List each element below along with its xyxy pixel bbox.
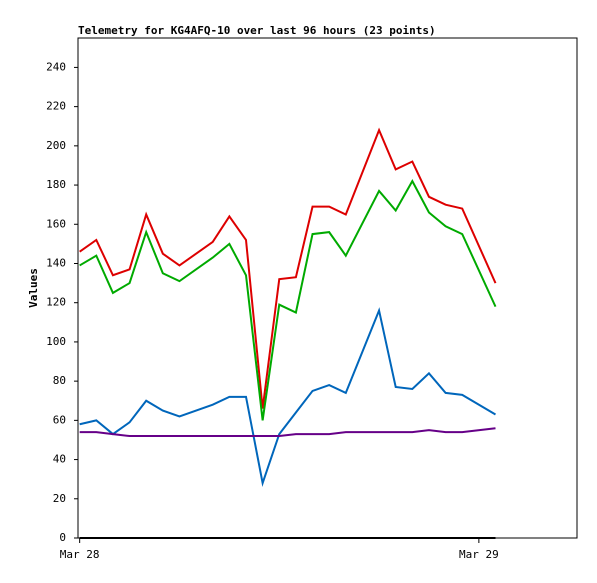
y-tick-label: 60 — [53, 413, 66, 426]
chart-title: Telemetry for KG4AFQ-10 over last 96 hou… — [78, 24, 436, 37]
series-line — [79, 307, 497, 487]
y-tick-label: 220 — [46, 100, 66, 113]
plot-frame — [77, 37, 578, 539]
x-tick-label: Mar 29 — [459, 548, 499, 561]
series-line — [79, 127, 497, 409]
y-tick-label: 180 — [46, 178, 66, 191]
x-tick-label: Mar 28 — [60, 548, 100, 561]
y-tick-label: 160 — [46, 217, 66, 230]
series-line — [79, 427, 496, 438]
y-tick-label: 140 — [46, 256, 66, 269]
y-tick-label: 20 — [53, 492, 66, 505]
y-tick-label: 0 — [59, 531, 66, 544]
y-tick-label: 40 — [53, 453, 66, 466]
y-tick-label: 240 — [46, 60, 66, 73]
y-tick-label: 200 — [46, 139, 66, 152]
y-tick-label: 80 — [53, 374, 66, 387]
y-tick-label: 120 — [46, 296, 66, 309]
y-axis-label: Values — [27, 268, 40, 308]
y-tick-label: 100 — [46, 335, 66, 348]
series-line — [79, 179, 497, 421]
